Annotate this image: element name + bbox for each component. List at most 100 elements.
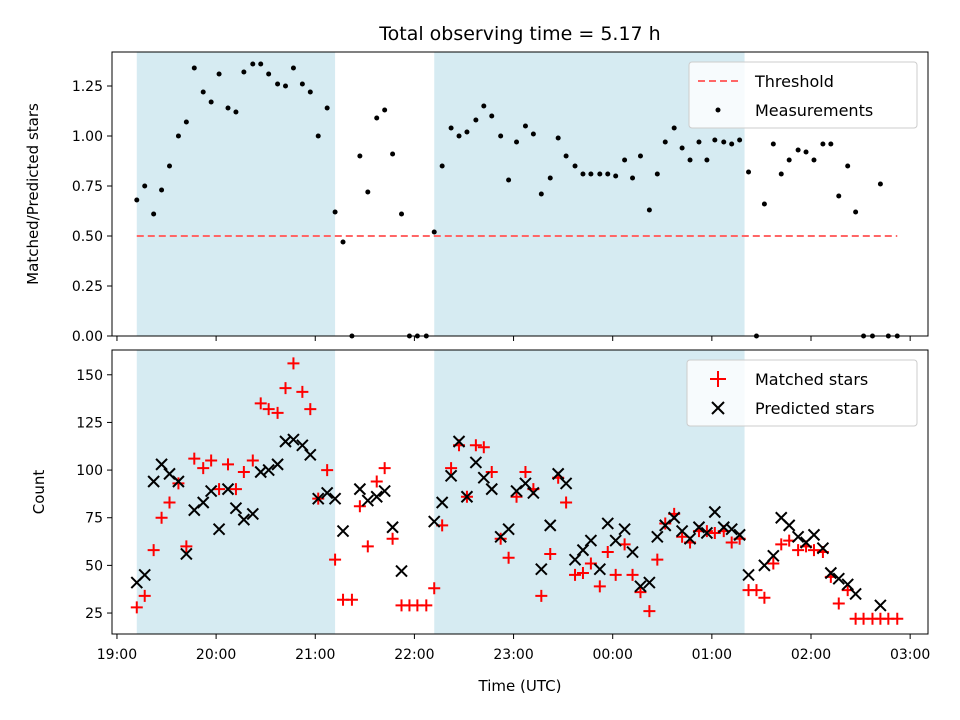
predicted-star-point xyxy=(246,507,259,521)
predicted-star-point xyxy=(700,526,714,540)
predicted-star-point xyxy=(370,490,383,503)
predicted-star-point xyxy=(353,482,367,496)
matched-star-point xyxy=(420,599,433,612)
measurement-point xyxy=(266,71,272,77)
bottom-x-tick-label: 23:00 xyxy=(493,647,533,663)
measurement-point xyxy=(399,211,405,217)
measurement-point xyxy=(877,181,883,187)
measurement-point xyxy=(167,163,173,169)
measurement-point xyxy=(151,211,157,217)
predicted-star-point xyxy=(221,482,235,496)
measurement-point xyxy=(382,107,388,113)
matched-star-point xyxy=(445,462,458,475)
predicted-star-point xyxy=(601,517,614,530)
predicted-star-point xyxy=(204,484,218,498)
bottom-y-tick-label: 75 xyxy=(85,511,103,527)
predicted-star-point xyxy=(807,528,821,542)
legend-matched-swatch xyxy=(710,371,726,387)
measurement-point xyxy=(315,133,321,139)
matched-star-point xyxy=(172,477,185,490)
bottom-axes-frame xyxy=(111,349,929,635)
measurement-point xyxy=(307,89,313,95)
matched-star-point xyxy=(576,567,589,580)
bottom-x-tick-label: 01:00 xyxy=(692,647,732,663)
matched-star-point xyxy=(792,544,805,557)
measurement-point xyxy=(803,149,809,155)
matched-star-point xyxy=(386,532,399,545)
measurement-point xyxy=(721,139,727,145)
matched-star-point xyxy=(296,385,309,398)
matched-star-point xyxy=(502,551,515,564)
count-panel: 25 50 75 100 125 150 19:00 20:00 21:00 22:00 23:0… xyxy=(30,349,930,695)
measurement-point xyxy=(637,153,643,159)
matched-star-point xyxy=(279,382,292,395)
predicted-star-point xyxy=(782,519,796,532)
measurement-point xyxy=(258,61,264,67)
matched-star-point xyxy=(147,544,160,557)
top-y-tick-label: 0.25 xyxy=(72,279,103,295)
measurement-point xyxy=(175,133,181,139)
predicted-star-point xyxy=(849,587,862,601)
predicted-star-point xyxy=(328,492,342,505)
matched-star-point xyxy=(329,553,342,566)
ratio-panel: 0.00 0.25 0.50 0.75 1.00 1.25 Total observing… xyxy=(24,23,929,345)
predicted-star-point xyxy=(683,532,697,545)
matched-star-point xyxy=(544,547,557,560)
matched-star-point xyxy=(891,612,904,625)
predicted-star-point xyxy=(262,463,275,477)
matched-star-point xyxy=(807,544,820,557)
bottom-y-axis-ticks: 25 50 75 100 125 150 xyxy=(76,368,112,622)
predicted-star-point xyxy=(469,456,483,469)
bottom-x-tick-label: 19:00 xyxy=(97,647,137,663)
predicted-star-point xyxy=(651,530,664,543)
predicted-star-point xyxy=(312,492,325,505)
top-x-axis-ticks xyxy=(116,336,911,341)
bottom-y-tick-label: 125 xyxy=(76,415,103,431)
measurement-point xyxy=(464,129,470,135)
predicted-star-point xyxy=(551,467,565,481)
measurement-point xyxy=(225,105,231,111)
measurement-point xyxy=(646,207,652,213)
top-y-tick-label: 0.50 xyxy=(72,229,103,245)
matched-star-point xyxy=(345,593,358,606)
top-y-axis-label: Matched/Predicted stars xyxy=(24,103,42,285)
matched-star-point xyxy=(601,546,614,559)
predicted-star-point xyxy=(692,521,706,534)
top-shaded-intervals xyxy=(136,52,745,336)
predicted-star-point xyxy=(609,534,622,547)
measurement-point xyxy=(283,83,289,89)
legend-measurements-label: Measurements xyxy=(755,101,873,120)
matched-star-point xyxy=(180,540,193,553)
predicted-star-point xyxy=(172,475,185,488)
matched-star-point xyxy=(361,540,374,553)
predicted-star-point xyxy=(180,547,193,561)
matched-star-point xyxy=(197,462,210,475)
matched-star-point xyxy=(593,580,606,593)
bottom-x-tick-label: 20:00 xyxy=(196,647,236,663)
measurement-point xyxy=(845,163,851,169)
predicted-star-point xyxy=(147,475,160,488)
measurement-point xyxy=(365,189,371,195)
measurement-point xyxy=(456,133,462,139)
matched-star-point xyxy=(560,496,573,509)
predicted-star-point xyxy=(485,482,498,496)
matched-star-point xyxy=(569,568,582,581)
bottom-y-tick-label: 25 xyxy=(85,606,103,622)
predicted-star-point xyxy=(584,534,598,547)
predicted-star-point xyxy=(320,486,334,500)
measurement-point xyxy=(290,65,296,71)
measurement-point xyxy=(786,157,792,163)
predicted-star-point xyxy=(304,448,317,462)
predicted-star-point xyxy=(791,530,805,543)
matched-star-point xyxy=(213,483,226,496)
measurement-point xyxy=(142,183,148,189)
predicted-star-point xyxy=(841,578,854,591)
legend-predicted-swatch xyxy=(711,401,725,415)
predicted-star-point xyxy=(559,477,573,490)
measurement-point xyxy=(828,141,834,147)
top-y-tick-label: 1.25 xyxy=(72,79,103,95)
bottom-x-tick-label: 02:00 xyxy=(791,647,831,663)
legend-threshold-label: Threshold xyxy=(754,72,834,91)
matched-star-point xyxy=(643,605,656,618)
matched-star-point xyxy=(130,601,143,614)
